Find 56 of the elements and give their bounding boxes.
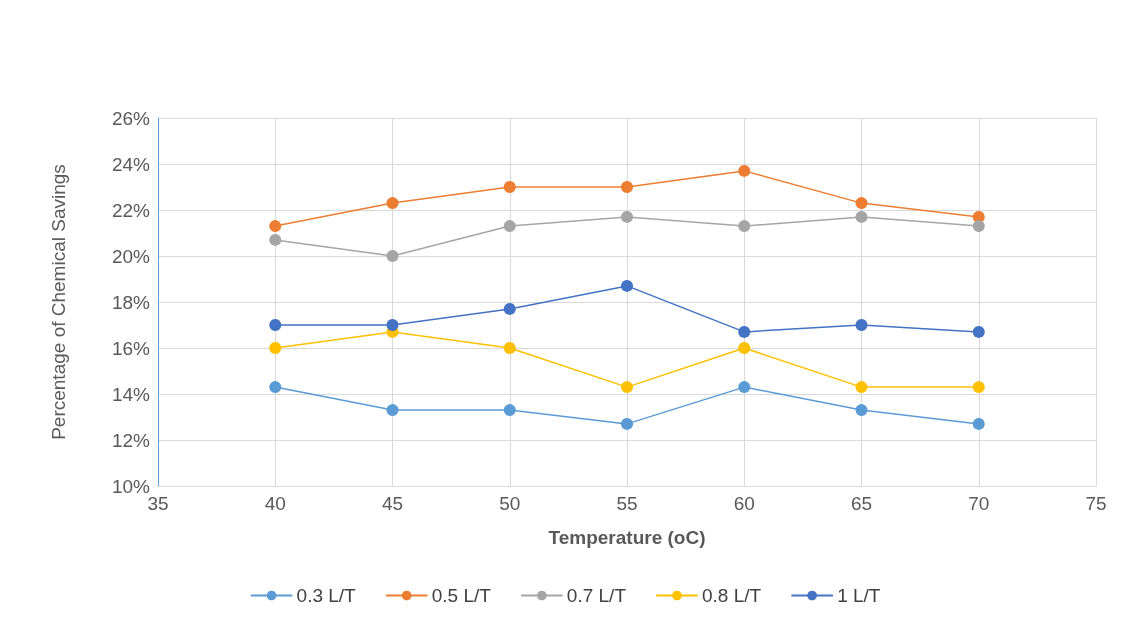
x-tick-label: 70 (968, 493, 990, 514)
point (269, 220, 282, 233)
y-tick-label: 20% (111, 245, 151, 267)
point (621, 181, 633, 193)
y-tick-label: 26% (111, 107, 151, 129)
point (855, 319, 868, 331)
point (269, 319, 282, 331)
point (269, 381, 282, 394)
point (269, 342, 282, 354)
legend-label: 1 L/T (837, 585, 881, 606)
point (386, 319, 399, 331)
point (621, 279, 633, 292)
x-tick-label: 65 (850, 493, 873, 514)
point (621, 417, 633, 430)
legend-label: 0.7 L/T (566, 585, 627, 606)
y-tick-label: 18% (111, 291, 151, 313)
point (269, 233, 282, 246)
legend-label: 0.3 L/T (296, 585, 357, 606)
legend-label: 0.8 L/T (701, 585, 762, 606)
point (972, 417, 985, 430)
x-tick-label: 55 (616, 493, 638, 514)
point (621, 210, 633, 223)
point (855, 210, 868, 223)
y-tick-label: 12% (111, 429, 151, 451)
point (855, 404, 868, 417)
point (972, 220, 985, 233)
point (503, 302, 516, 315)
point (386, 250, 399, 262)
point (855, 381, 868, 394)
point (738, 381, 751, 394)
point (972, 381, 985, 394)
point (503, 220, 516, 233)
point (972, 325, 985, 338)
x-axis-title: Temperature (oC) (548, 527, 706, 548)
point (738, 164, 751, 177)
point (386, 197, 399, 210)
x-tick-label: 45 (381, 493, 404, 514)
point (621, 381, 633, 394)
x-tick-label: 50 (499, 493, 521, 514)
point (503, 342, 516, 354)
y-tick-label: 22% (111, 199, 151, 221)
point (738, 325, 751, 338)
x-tick-label: 75 (1085, 493, 1107, 514)
point (503, 181, 516, 193)
x-tick-label: 40 (264, 493, 286, 514)
y-tick-label: 14% (111, 383, 151, 405)
point (738, 220, 751, 233)
legend-label: 0.5 L/T (431, 585, 492, 606)
point (855, 197, 868, 210)
y-tick-label: 24% (111, 153, 151, 175)
point (738, 342, 751, 354)
y-tick-label: 16% (111, 337, 151, 359)
y-axis-title: Percentage of Chemical Savings (48, 164, 69, 440)
point (503, 404, 516, 417)
point (386, 404, 399, 417)
x-tick-label: 60 (733, 493, 755, 514)
